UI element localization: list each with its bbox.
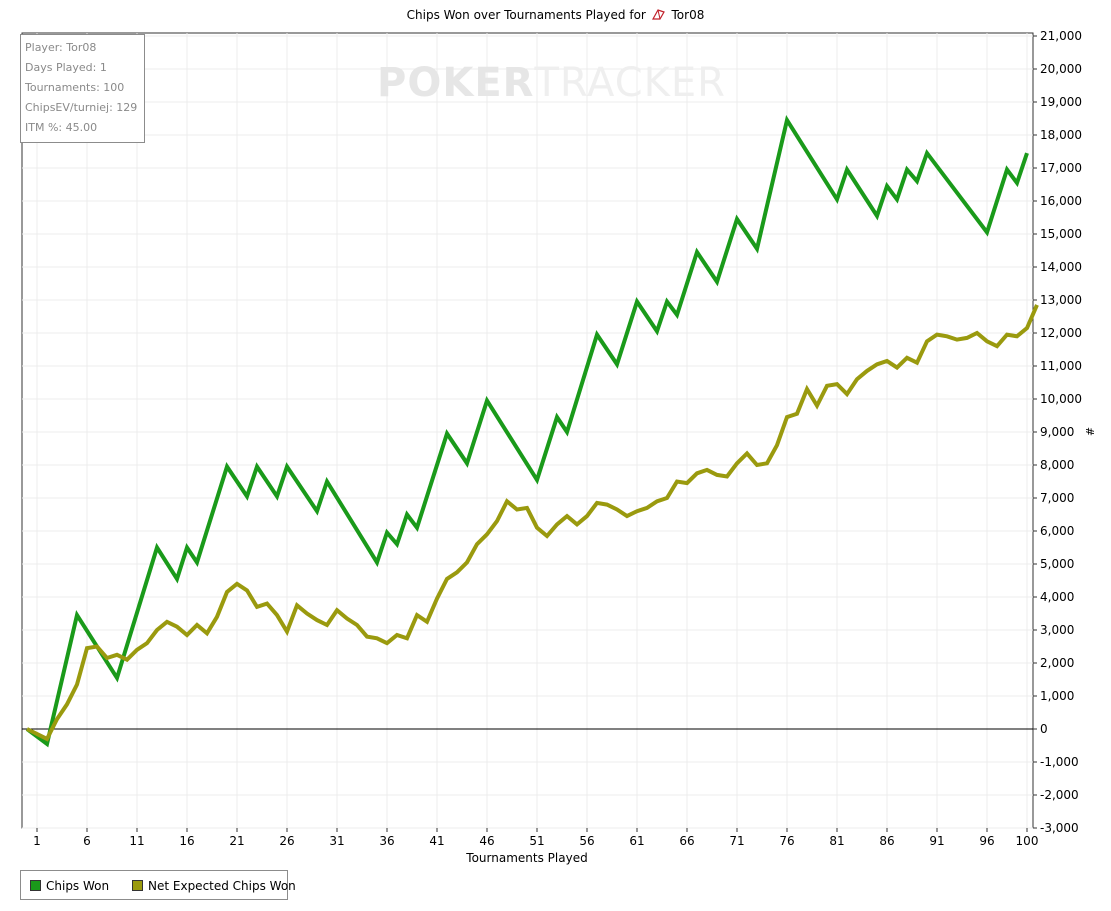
y-tick-label: 15,000	[1040, 227, 1082, 241]
x-tick-label: 41	[429, 834, 444, 848]
x-tick-label: 86	[879, 834, 894, 848]
x-axis-label: Tournaments Played	[466, 851, 588, 865]
y-tick-label: 19,000	[1040, 95, 1082, 109]
legend-label-chips-won: Chips Won	[46, 879, 110, 893]
y-tick-label: 11,000	[1040, 359, 1082, 373]
x-tick-label: 76	[779, 834, 794, 848]
chart-title-prefix: Chips Won over Tournaments Played for	[406, 8, 646, 22]
info-itm: ITM %: 45.00	[25, 121, 98, 134]
x-tick-label: 81	[829, 834, 844, 848]
x-tick-label: 61	[629, 834, 644, 848]
watermark-part1: POKER	[377, 60, 535, 106]
x-tick-label: 51	[529, 834, 544, 848]
pokertracker-watermark: POKERTRACKER	[377, 60, 726, 106]
y-tick-label: 6,000	[1040, 524, 1074, 538]
y-tick-label: 5,000	[1040, 557, 1074, 571]
x-tick-label: 31	[329, 834, 344, 848]
y-tick-label: 20,000	[1040, 62, 1082, 76]
x-tick-label: 66	[679, 834, 694, 848]
y-axis-label: #	[1083, 426, 1097, 437]
x-axis-ticks: 1 6 11 16 21 26 31 36 41 46 51 56 61 66 71 76 81 86 91 96 10…	[33, 828, 1038, 848]
y-tick-label: 10,000	[1040, 392, 1082, 406]
x-tick-label: 11	[129, 834, 144, 848]
y-tick-label: 1,000	[1040, 689, 1074, 703]
chart-legend: Chips Won Net Expected Chips Won	[20, 870, 296, 900]
y-tick-label: 4,000	[1040, 590, 1074, 604]
y-tick-label: -3,000	[1040, 821, 1079, 835]
legend-item-net-expected[interactable]: Net Expected Chips Won	[132, 879, 296, 893]
legend-item-chips-won[interactable]: Chips Won	[30, 879, 109, 893]
x-tick-label: 6	[83, 834, 91, 848]
y-tick-label: 9,000	[1040, 425, 1074, 439]
x-tick-label: 71	[729, 834, 744, 848]
legend-label-net-expected: Net Expected Chips Won	[148, 879, 296, 893]
y-tick-label: 7,000	[1040, 491, 1074, 505]
pokertracker-logo-icon	[651, 9, 665, 20]
y-tick-label: 8,000	[1040, 458, 1074, 472]
x-tick-label: 21	[229, 834, 244, 848]
plot-area	[21, 32, 1034, 829]
series-layer	[25, 114, 1039, 748]
info-chips-ev: ChipsEV/turniej: 129	[25, 101, 138, 114]
y-tick-label: 14,000	[1040, 260, 1082, 274]
x-tick-label: 26	[279, 834, 294, 848]
x-tick-label: 36	[379, 834, 394, 848]
y-tick-label: 16,000	[1040, 194, 1082, 208]
chart-title-player: Tor08	[671, 8, 705, 22]
y-tick-label: -2,000	[1040, 788, 1079, 802]
x-tick-label: 56	[579, 834, 594, 848]
legend-swatch-chips-won	[30, 880, 41, 891]
y-tick-label: 12,000	[1040, 326, 1082, 340]
legend-swatch-net-expected	[132, 880, 143, 891]
y-tick-label: 21,000	[1040, 29, 1082, 43]
y-axis-ticks: -3,000 -2,000 -1,000 0 1,000 2,000 3,000 4,000 5…	[1033, 29, 1082, 835]
series-line-chips-won	[25, 114, 1029, 748]
y-tick-label: 0	[1040, 722, 1048, 736]
info-player: Player: Tor08	[25, 41, 97, 54]
x-tick-label: 46	[479, 834, 494, 848]
watermark-part2: TRACKER	[534, 60, 726, 106]
x-tick-label: 91	[929, 834, 944, 848]
chart-title: Chips Won over Tournaments Played for To…	[0, 8, 1111, 22]
x-tick-label: 1	[33, 834, 41, 848]
series-line-net-expected	[26, 304, 1039, 742]
player-info-box: Player: Tor08 Days Played: 1 Tournaments…	[20, 34, 145, 143]
x-tick-label: 100	[1016, 834, 1039, 848]
y-tick-label: 17,000	[1040, 161, 1082, 175]
info-days-played: Days Played: 1	[25, 61, 107, 74]
grid-layer	[22, 33, 1033, 829]
x-tick-label: 16	[179, 834, 194, 848]
y-tick-label: -1,000	[1040, 755, 1079, 769]
y-tick-label: 2,000	[1040, 656, 1074, 670]
info-tournaments: Tournaments: 100	[25, 81, 125, 94]
y-tick-label: 18,000	[1040, 128, 1082, 142]
y-tick-label: 13,000	[1040, 293, 1082, 307]
x-tick-label: 96	[979, 834, 994, 848]
y-tick-label: 3,000	[1040, 623, 1074, 637]
